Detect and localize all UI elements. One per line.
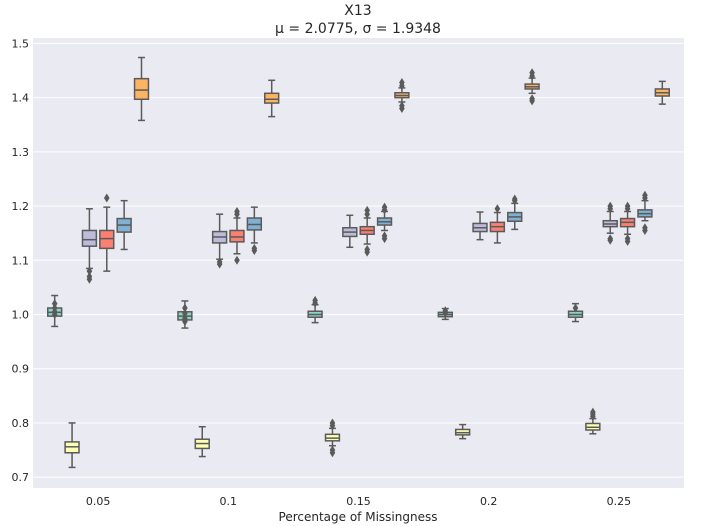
x-tick-label: 0.25 bbox=[607, 495, 632, 508]
outlier-marker bbox=[607, 234, 614, 244]
outlier-marker bbox=[216, 257, 223, 267]
outlier-marker bbox=[312, 295, 318, 305]
box bbox=[133, 77, 150, 101]
boxes bbox=[47, 56, 670, 469]
box-group bbox=[47, 294, 63, 328]
outlier-marker bbox=[86, 266, 93, 276]
box bbox=[229, 229, 245, 243]
box-group bbox=[264, 79, 280, 118]
box-group bbox=[324, 418, 341, 458]
outlier-marker bbox=[364, 244, 370, 254]
outlier-marker bbox=[399, 101, 405, 111]
box-group bbox=[585, 407, 601, 435]
outlier-marker bbox=[642, 223, 648, 233]
box-group bbox=[177, 300, 193, 329]
box-group bbox=[116, 199, 132, 251]
chart-subtitle: μ = 2.0775, σ = 1.9348 bbox=[275, 21, 441, 37]
outlier-marker bbox=[329, 418, 336, 428]
box-group bbox=[567, 302, 584, 323]
outlier-marker bbox=[381, 231, 388, 241]
box-group bbox=[437, 306, 453, 321]
x-ticks: 0.05 0.1 0.15 0.2 0.25 bbox=[86, 495, 631, 508]
box-group bbox=[524, 68, 540, 106]
box-group bbox=[472, 211, 488, 241]
box-group bbox=[99, 193, 115, 272]
y-tick-label: 0.8 bbox=[12, 417, 30, 430]
box-group bbox=[307, 295, 323, 324]
box-group bbox=[211, 213, 228, 269]
y-tick-label: 1.4 bbox=[12, 92, 30, 105]
outlier-marker bbox=[442, 306, 449, 316]
box-group bbox=[133, 56, 150, 122]
outlier-marker bbox=[103, 193, 110, 203]
outlier-marker bbox=[511, 194, 518, 204]
y-ticks: 0.7 0.8 0.9 1.0 1.1 1.2 1.3 1.4 1.5 bbox=[12, 37, 30, 484]
box bbox=[264, 92, 280, 104]
outlier-marker bbox=[381, 202, 388, 212]
outlier-marker bbox=[234, 206, 240, 216]
outlier-marker bbox=[51, 299, 58, 309]
x-tick-label: 0.05 bbox=[86, 495, 111, 508]
outlier-marker bbox=[572, 303, 579, 313]
y-tick-label: 1.3 bbox=[12, 146, 30, 159]
outlier-marker bbox=[590, 407, 596, 417]
x-tick-label: 0.15 bbox=[346, 495, 371, 508]
outlier-marker bbox=[607, 201, 614, 211]
box bbox=[81, 229, 98, 247]
outlier-marker bbox=[624, 201, 631, 211]
chart-title: X13 bbox=[344, 3, 371, 19]
outlier-marker bbox=[251, 243, 258, 253]
outlier-marker bbox=[364, 205, 370, 215]
y-tick-label: 0.9 bbox=[12, 363, 30, 376]
box-group bbox=[376, 202, 393, 244]
outlier-marker bbox=[529, 68, 535, 78]
box-group bbox=[64, 422, 80, 469]
outlier-marker bbox=[182, 313, 188, 323]
outlier-marker bbox=[399, 77, 405, 87]
y-tick-label: 1.1 bbox=[12, 254, 30, 267]
outlier-marker bbox=[642, 190, 648, 200]
y-tick-label: 1.5 bbox=[12, 37, 30, 50]
box-group bbox=[194, 425, 210, 458]
box-group bbox=[507, 194, 523, 231]
x-axis-label: Percentage of Missingness bbox=[279, 510, 438, 524]
box-group bbox=[246, 206, 263, 256]
outlier-marker bbox=[182, 308, 188, 318]
grid bbox=[33, 42, 684, 478]
y-tick-label: 0.7 bbox=[12, 471, 30, 484]
box-group bbox=[637, 190, 653, 235]
outlier-marker bbox=[624, 234, 631, 244]
y-tick-label: 1.0 bbox=[12, 309, 30, 322]
outlier-marker bbox=[182, 303, 188, 313]
box-group bbox=[342, 214, 358, 249]
outlier-marker bbox=[86, 272, 93, 282]
box-group bbox=[81, 208, 98, 284]
y-tick-label: 1.2 bbox=[12, 200, 30, 213]
x-tick-label: 0.1 bbox=[220, 495, 238, 508]
outlier-marker bbox=[529, 94, 535, 104]
box-group bbox=[489, 204, 506, 244]
box-group bbox=[359, 205, 375, 257]
outlier-marker bbox=[329, 445, 336, 455]
box-group bbox=[602, 201, 618, 245]
box-group bbox=[394, 77, 410, 113]
box-group bbox=[619, 201, 636, 246]
box bbox=[99, 229, 115, 250]
box-group bbox=[654, 80, 670, 105]
box-group bbox=[229, 206, 245, 265]
plot-area bbox=[33, 38, 684, 488]
box-group bbox=[454, 423, 471, 440]
outlier-marker bbox=[494, 204, 501, 214]
outlier-marker bbox=[234, 255, 240, 265]
x-tick-label: 0.2 bbox=[480, 495, 498, 508]
